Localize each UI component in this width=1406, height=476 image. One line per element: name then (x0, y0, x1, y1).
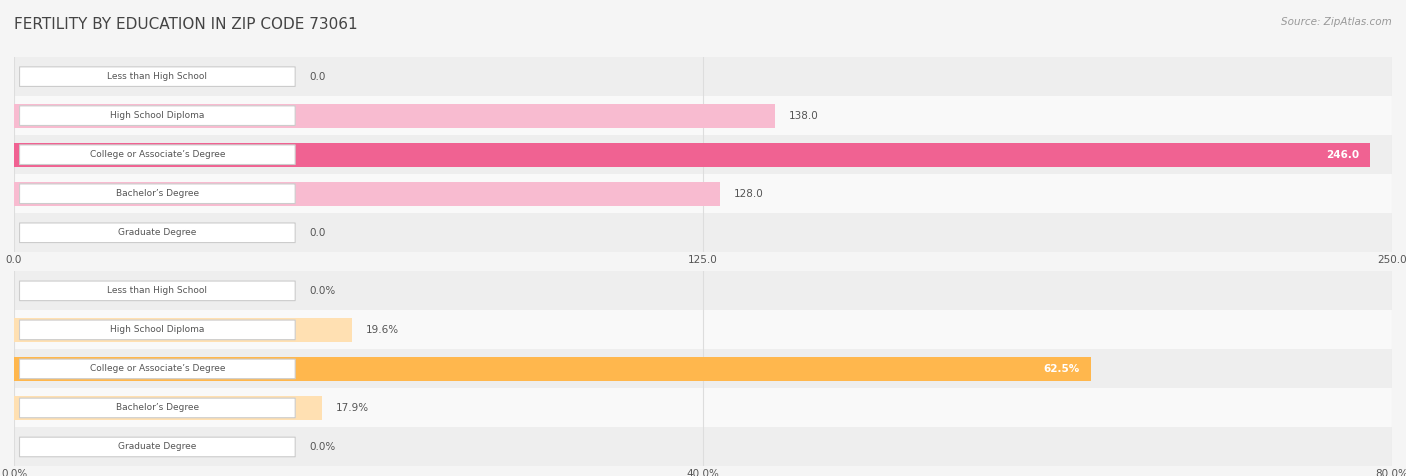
Text: College or Associate’s Degree: College or Associate’s Degree (90, 150, 225, 159)
Bar (14, 388, 1392, 427)
Text: High School Diploma: High School Diploma (110, 111, 204, 120)
Text: Source: ZipAtlas.com: Source: ZipAtlas.com (1281, 17, 1392, 27)
FancyBboxPatch shape (20, 359, 295, 379)
Text: Less than High School: Less than High School (107, 287, 207, 295)
Text: 0.0: 0.0 (309, 71, 325, 82)
Bar (14, 271, 1392, 310)
Text: Less than High School: Less than High School (107, 72, 207, 81)
Text: FERTILITY BY EDUCATION IN ZIP CODE 73061: FERTILITY BY EDUCATION IN ZIP CODE 73061 (14, 17, 357, 32)
Text: 246.0: 246.0 (1326, 149, 1358, 160)
Bar (14, 310, 1392, 349)
FancyBboxPatch shape (20, 184, 295, 204)
Bar (14, 349, 1392, 388)
FancyBboxPatch shape (20, 281, 295, 301)
Text: 62.5%: 62.5% (1043, 364, 1080, 374)
FancyBboxPatch shape (20, 398, 295, 418)
Text: College or Associate’s Degree: College or Associate’s Degree (90, 365, 225, 373)
Bar (14, 174, 1392, 213)
Bar (14, 135, 1392, 174)
Bar (14, 427, 1392, 466)
Text: Bachelor’s Degree: Bachelor’s Degree (115, 404, 198, 412)
Bar (14, 182, 720, 206)
FancyBboxPatch shape (20, 145, 295, 165)
FancyBboxPatch shape (20, 67, 295, 87)
Text: 138.0: 138.0 (789, 110, 818, 121)
Text: 19.6%: 19.6% (366, 325, 398, 335)
Text: 128.0: 128.0 (734, 188, 763, 199)
Text: Graduate Degree: Graduate Degree (118, 443, 197, 451)
Text: 0.0%: 0.0% (309, 286, 335, 296)
Bar (14, 357, 1091, 381)
Bar (14, 213, 1392, 252)
FancyBboxPatch shape (20, 106, 295, 126)
Bar (14, 57, 1392, 96)
Bar (14, 96, 1392, 135)
Bar (14, 143, 1369, 167)
Bar (14, 396, 322, 420)
Text: 17.9%: 17.9% (336, 403, 370, 413)
Text: Graduate Degree: Graduate Degree (118, 228, 197, 237)
Bar (14, 318, 352, 342)
Bar (14, 104, 775, 128)
Text: Bachelor’s Degree: Bachelor’s Degree (115, 189, 198, 198)
FancyBboxPatch shape (20, 320, 295, 340)
FancyBboxPatch shape (20, 437, 295, 457)
Text: High School Diploma: High School Diploma (110, 326, 204, 334)
Text: 0.0%: 0.0% (309, 442, 335, 452)
FancyBboxPatch shape (20, 223, 295, 243)
Text: 0.0: 0.0 (309, 228, 325, 238)
